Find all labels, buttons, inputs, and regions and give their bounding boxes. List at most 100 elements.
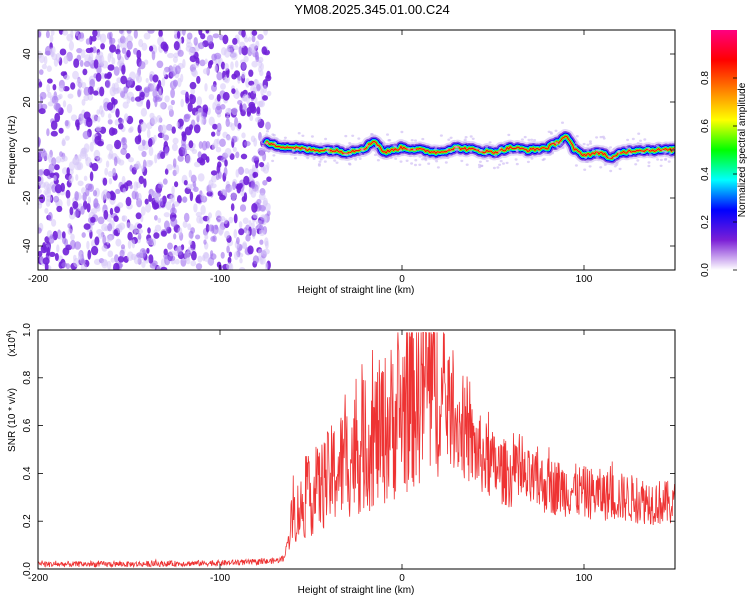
- spectrogram-noise-cell: [121, 215, 126, 222]
- spectrogram-noise-cell: [232, 181, 237, 191]
- spectrogram-noise-cell: [114, 206, 120, 214]
- spectrogram-speckle: [348, 163, 352, 166]
- spectrogram-noise-cell: [208, 179, 214, 188]
- spectrogram-noise-cell: [82, 68, 88, 76]
- spectrogram-noise-cell: [141, 42, 148, 51]
- spectrogram-noise-cell: [113, 156, 118, 167]
- spectrogram-noise-cell: [217, 161, 222, 168]
- spectrogram-noise-cell: [186, 32, 193, 40]
- spectrogram-noise-cell: [148, 254, 154, 264]
- spectrogram-noise-cell: [127, 231, 133, 241]
- spectrogram-noise-cell: [164, 168, 169, 175]
- spectrogram-speckle: [596, 156, 600, 160]
- spectrogram-noise-cell: [211, 84, 217, 92]
- spectrogram-speckle: [460, 159, 464, 163]
- spectrogram-speckle: [319, 158, 323, 161]
- spectrogram-noise-cell: [250, 43, 257, 54]
- spectrogram-noise-cell: [184, 251, 191, 261]
- spectrogram-noise-cell: [241, 30, 246, 38]
- spectrogram-noise-cell: [114, 119, 120, 126]
- spectrogram-noise-cell: [81, 99, 86, 106]
- spectrogram-speckle: [271, 133, 275, 136]
- spectrogram-noise-cell: [195, 263, 203, 270]
- spectrogram-speckle: [637, 132, 641, 135]
- spectrogram-noise-cell: [222, 91, 230, 101]
- spectrogram-speckle: [591, 149, 595, 152]
- spectrogram-noise-cell: [195, 234, 201, 240]
- snr-frame: [37, 329, 676, 570]
- spectrogram-noise-cell: [140, 107, 148, 117]
- spectrogram-noise-cell: [232, 37, 238, 45]
- spectrogram-noise-cell: [168, 255, 176, 262]
- spectrogram-noise-cell: [206, 34, 214, 45]
- snr-series-line: [38, 331, 675, 569]
- spectrogram-speckle: [454, 148, 458, 152]
- spectrogram-noise-cell: [225, 118, 230, 127]
- spectrogram-speckle: [446, 156, 450, 159]
- spectrogram-noise-cell: [219, 34, 224, 41]
- spectrogram-noise-cell: [113, 82, 120, 91]
- spectrogram-speckle: [295, 148, 299, 151]
- spectrogram-noise-cell: [176, 30, 181, 39]
- spectrogram-noise-cell: [194, 111, 201, 117]
- spectrogram-noise-cell: [46, 246, 50, 257]
- spectrogram-noise-cell: [158, 88, 162, 98]
- spectrogram-noise-cell: [214, 64, 218, 73]
- spectrogram-speckle: [414, 159, 418, 162]
- spectrogram-noise-cell: [226, 69, 230, 78]
- spectrogram-noise-cell: [238, 228, 245, 236]
- spectrogram-noise-cell: [190, 174, 197, 183]
- spectrogram-noise-cell: [188, 47, 196, 56]
- spectrogram-noise-cell: [216, 71, 223, 81]
- spectrogram-speckle: [494, 154, 498, 157]
- spectrogram-noise-cell: [154, 193, 160, 203]
- spectrogram-noise-cell: [160, 266, 168, 270]
- spectrogram-noise-cell: [67, 223, 72, 229]
- spectrogram-noise-cell: [266, 176, 272, 182]
- spectrogram-speckle: [530, 157, 534, 160]
- spectrogram-noise-cell: [173, 41, 180, 51]
- spectrogram-speckle: [479, 149, 482, 152]
- spectrogram-noise-cell: [222, 76, 229, 83]
- spectrogram-noise-cell: [200, 153, 208, 161]
- spectrogram-noise-cell: [193, 186, 199, 193]
- figure-title: YM08.2025.345.01.00.C24: [294, 2, 449, 17]
- spectrogram-speckle: [609, 146, 612, 149]
- spectrogram-noise-cell: [197, 151, 202, 159]
- spectrogram-noise-cell: [154, 215, 158, 221]
- spectrogram-noise-cell: [94, 135, 102, 145]
- spectrogram-noise-cell: [246, 95, 250, 105]
- spectrogram-noise-cell: [140, 206, 146, 216]
- spectrogram-noise-cell: [47, 101, 54, 107]
- spectrogram-noise-cell: [242, 217, 249, 225]
- spectrogram-speckle: [659, 164, 663, 167]
- colorbar-tick-label: 0.2: [700, 215, 711, 229]
- spectrogram-noise-cell: [101, 60, 109, 69]
- spectrogram-noise-cell: [96, 157, 103, 164]
- spectrogram-noise-cell: [123, 86, 128, 94]
- spectrogram-noise-cell: [241, 61, 246, 71]
- spectrogram-speckle: [584, 156, 588, 160]
- spectrogram-noise-cell: [114, 254, 119, 263]
- spectrogram-noise-cell: [149, 74, 154, 82]
- spectrogram-noise-cell: [64, 135, 70, 141]
- spectrogram-noise-cell: [93, 149, 101, 160]
- spectrogram-noise-cell: [252, 255, 259, 265]
- spectrogram-noise-cell: [245, 234, 251, 242]
- spectrogram-noise-cell: [229, 185, 233, 192]
- colorbar-tick-label: 0.4: [700, 167, 711, 181]
- spectrogram-noise-cell: [44, 208, 49, 214]
- spectrogram-speckle: [631, 137, 635, 141]
- spectrogram-noise-cell: [206, 215, 211, 224]
- spectrogram-speckle: [449, 136, 453, 139]
- spectrogram-noise-cell: [200, 115, 205, 125]
- spectrogram-noise-cell: [62, 30, 69, 36]
- y-tick-label: 0.4: [22, 466, 33, 480]
- spectrogram-noise-cell: [49, 47, 54, 57]
- spectrogram-noise-cell: [195, 196, 202, 204]
- spectrogram-noise-cell: [233, 213, 238, 224]
- spectrogram-speckle: [554, 129, 558, 132]
- spectrogram-noise-cell: [154, 154, 158, 164]
- spectrogram-noise-cell: [192, 62, 200, 68]
